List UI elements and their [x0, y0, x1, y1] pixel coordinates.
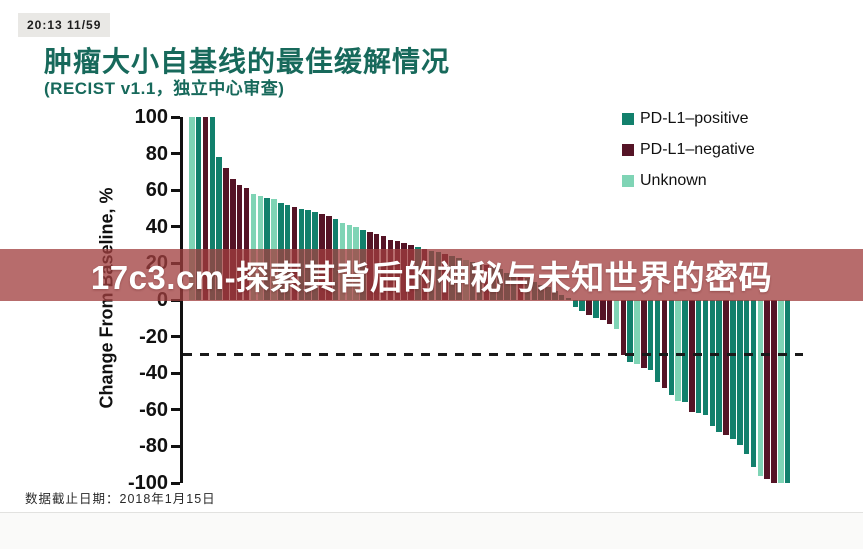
y-tick-label: 100 [134, 106, 168, 128]
y-tick-mark [171, 188, 180, 192]
waterfall-bar [682, 300, 688, 403]
legend-item-positive: PD-L1–positive [622, 110, 755, 128]
y-tick-label: 80 [145, 142, 168, 165]
waterfall-bar [202, 117, 209, 300]
timestamp-badge: 20:13 11/59 [18, 13, 111, 37]
slide-subtitle: (RECIST v1.1，独立中心审查) [44, 79, 285, 98]
waterfall-bar [606, 300, 613, 324]
waterfall-bar [230, 179, 236, 300]
slide-title: 肿瘤大小自基线的最佳缓解情况 [44, 46, 451, 77]
legend-swatch-icon [622, 175, 634, 187]
waterfall-bar [778, 300, 784, 483]
y-tick-label: -40 [139, 362, 168, 385]
waterfall-bar [702, 300, 709, 416]
bottom-margin-strip [0, 512, 863, 549]
waterfall-bar [593, 300, 599, 319]
waterfall-bar [209, 117, 216, 300]
waterfall-bar [223, 168, 229, 300]
waterfall-bar [216, 157, 222, 300]
waterfall-bar [743, 300, 750, 454]
waterfall-bar [737, 300, 743, 445]
legend-swatch-icon [622, 113, 634, 125]
y-tick-mark [171, 444, 180, 448]
timestamp-text: 20:13 11/59 [27, 18, 102, 32]
waterfall-bar [709, 300, 716, 427]
y-tick-label: -80 [139, 435, 168, 458]
waterfall-bar [620, 300, 627, 355]
y-tick-label: 60 [145, 179, 168, 202]
waterfall-bar [613, 300, 620, 330]
legend-swatch-icon [622, 144, 634, 156]
waterfall-bar [764, 300, 770, 480]
waterfall-bar [784, 300, 791, 483]
waterfall-bar [600, 300, 606, 321]
legend-item-unknown: Unknown [622, 172, 755, 190]
waterfall-bar [627, 300, 633, 363]
waterfall-bar [730, 300, 736, 440]
y-tick-label: -20 [139, 325, 168, 348]
overlay-watermark-banner: 17c3.cm-探索其背后的神秘与未知世界的密码 [0, 249, 863, 301]
y-tick-mark [171, 152, 180, 156]
waterfall-bar [750, 300, 757, 467]
legend-label: PD-L1–positive [640, 110, 749, 127]
waterfall-bar [654, 300, 661, 383]
legend-item-negative: PD-L1–negative [622, 141, 755, 159]
waterfall-bar [757, 300, 764, 476]
waterfall-bar [668, 300, 674, 396]
overlay-watermark-text: 17c3.cm-探索其背后的神秘与未知世界的密码 [90, 259, 773, 296]
y-tick-mark [171, 115, 180, 119]
y-tick-mark [171, 371, 180, 375]
y-tick-mark [171, 481, 180, 485]
waterfall-bar [771, 300, 777, 483]
waterfall-bar [586, 300, 592, 315]
waterfall-bar [647, 300, 654, 370]
y-tick-mark [171, 408, 180, 412]
waterfall-bar [243, 188, 250, 300]
y-tick-label: -60 [139, 398, 168, 421]
waterfall-bar [189, 117, 195, 300]
legend-label: PD-L1–negative [640, 141, 755, 158]
waterfall-bar [634, 300, 640, 365]
response-threshold-dashed-line [183, 353, 803, 356]
waterfall-bar [675, 300, 681, 401]
legend-label: Unknown [640, 172, 707, 189]
waterfall-bar [723, 300, 729, 436]
waterfall-bar [264, 197, 270, 300]
waterfall-bar [641, 300, 647, 368]
y-tick-mark [171, 335, 180, 339]
waterfall-bar [236, 184, 243, 300]
waterfall-bar [579, 300, 585, 311]
waterfall-bar [572, 300, 579, 308]
y-tick-mark [171, 225, 180, 229]
y-tick-label: 40 [145, 215, 168, 238]
waterfall-bar [250, 193, 257, 300]
data-cutoff-note: 数据截止日期：2018年1月15日 [25, 492, 216, 506]
waterfall-bar [716, 300, 722, 432]
y-tick-label: -100 [127, 472, 168, 494]
waterfall-bar [195, 117, 202, 300]
waterfall-bar [661, 300, 668, 388]
waterfall-bar [257, 195, 263, 300]
chart-legend: PD-L1–positive PD-L1–negative Unknown [622, 110, 755, 203]
waterfall-bar [695, 300, 702, 414]
